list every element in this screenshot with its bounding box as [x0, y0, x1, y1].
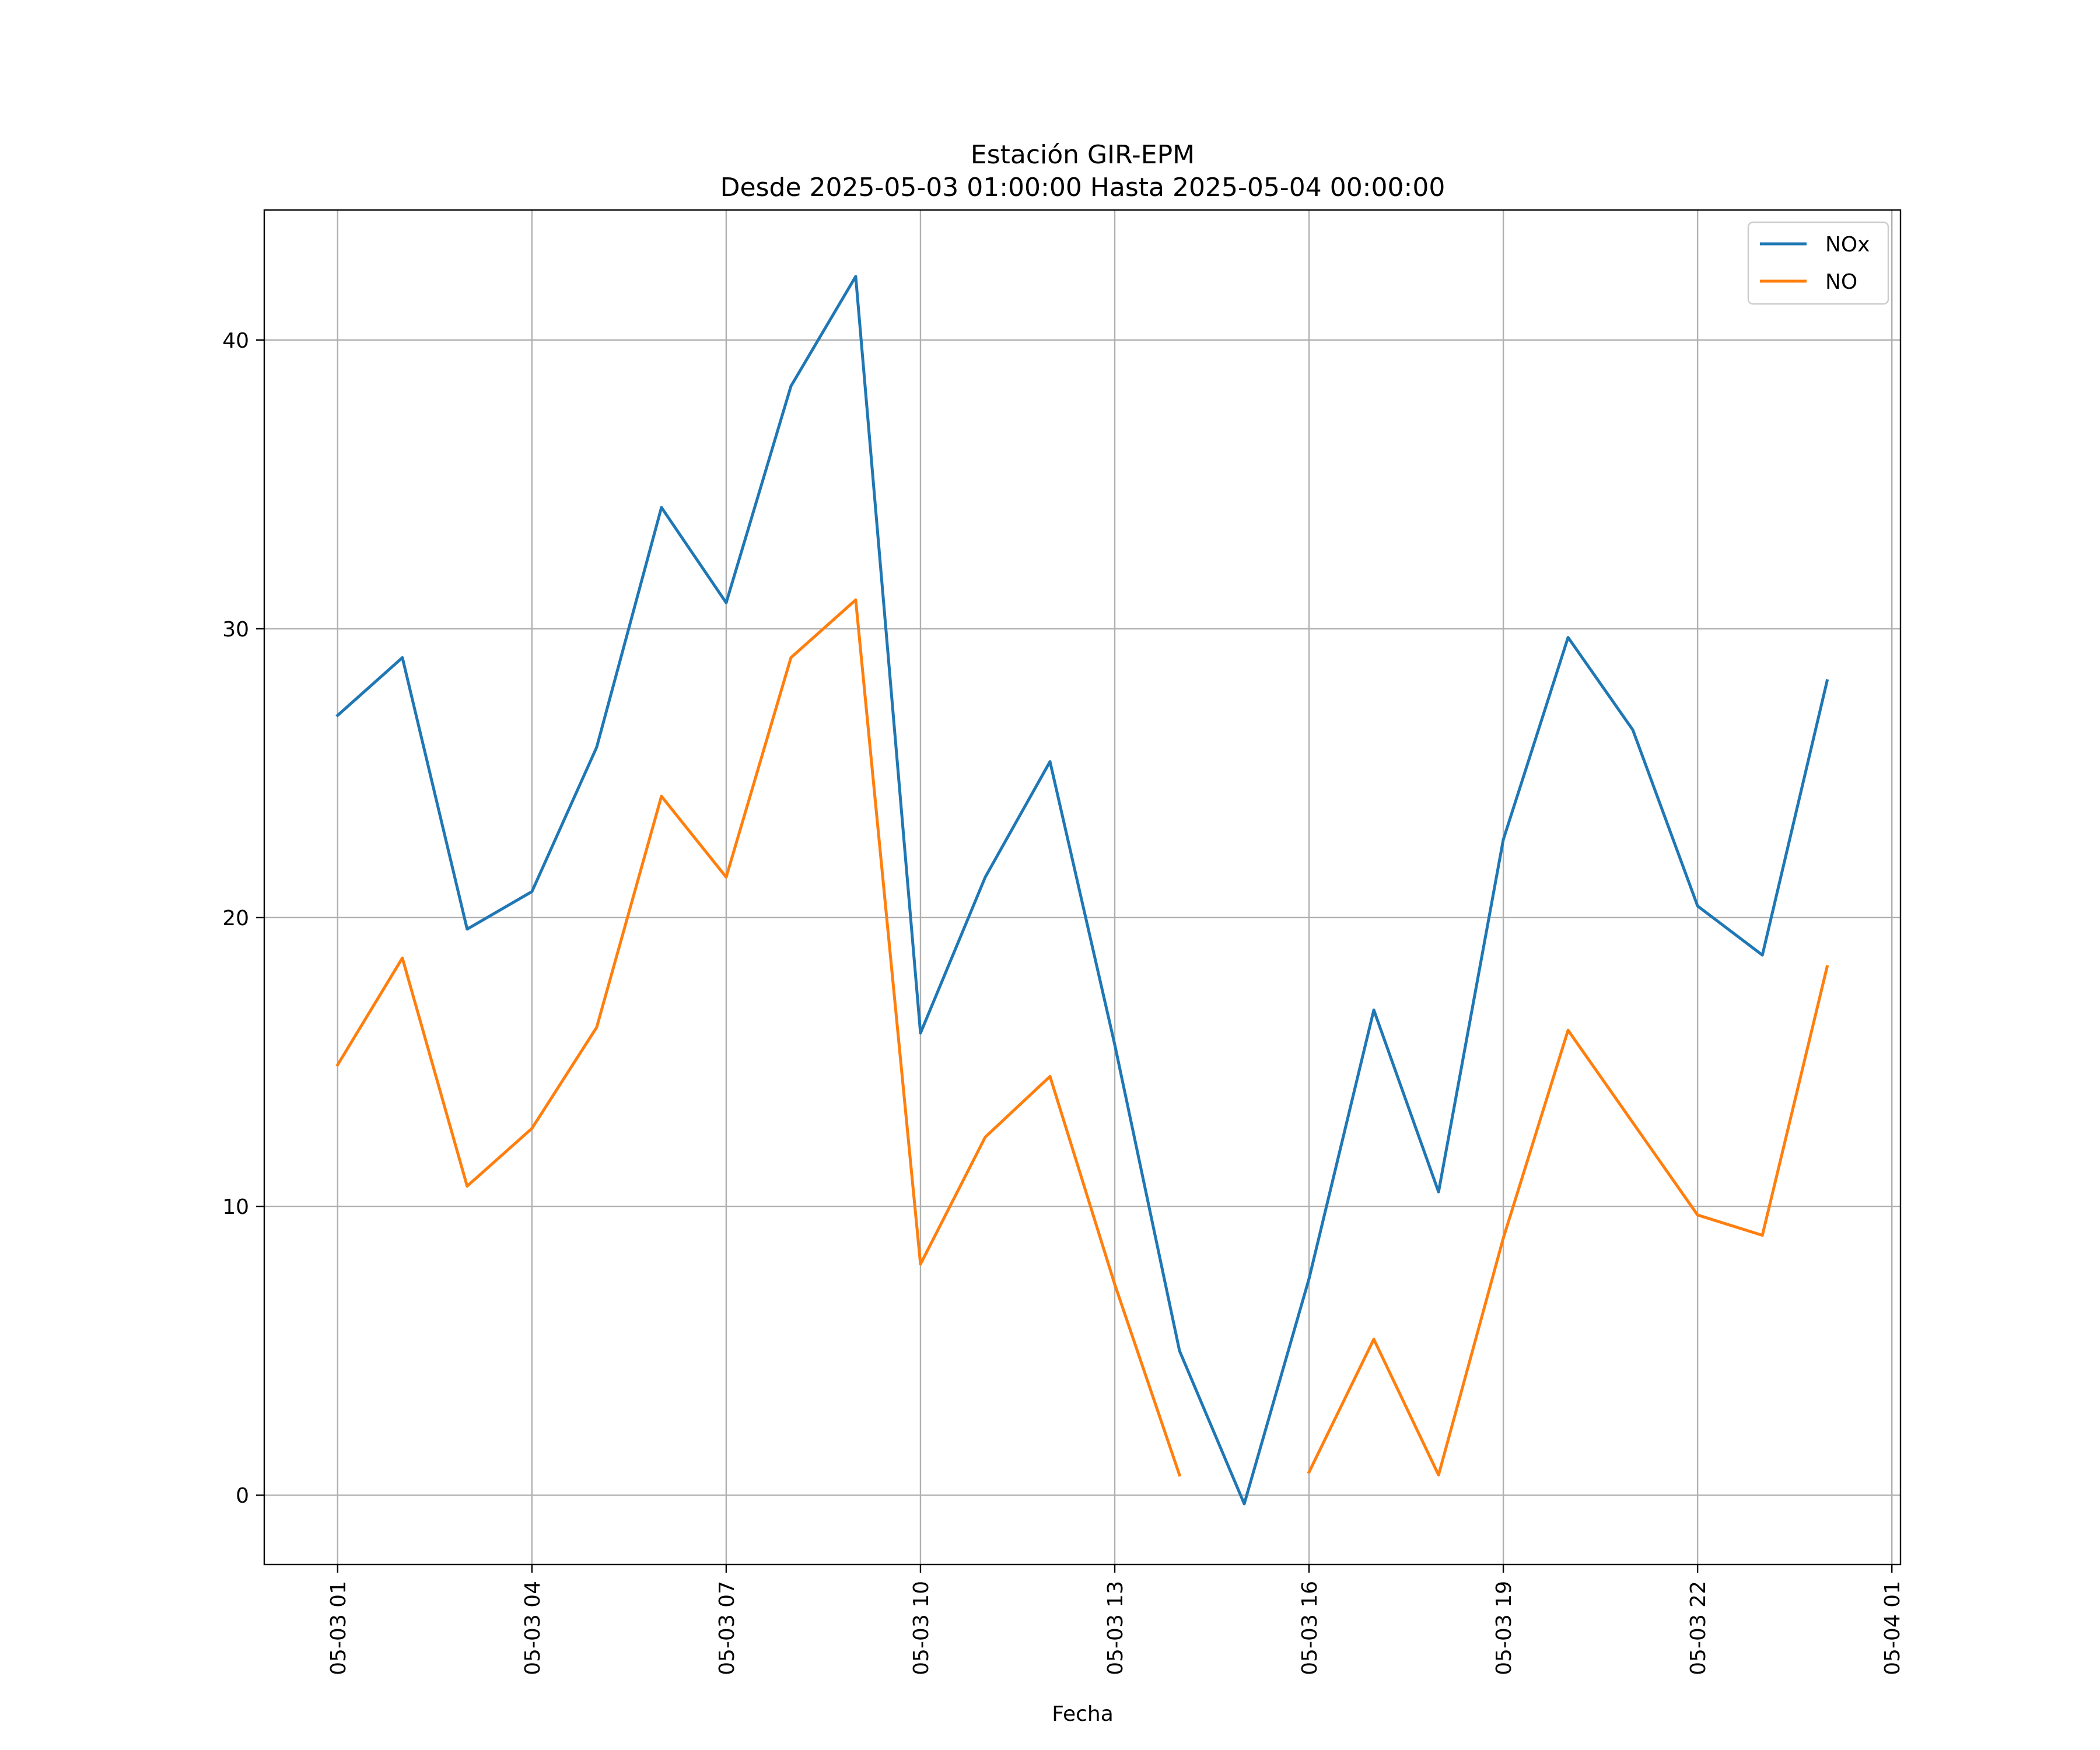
- plot-frame: [263, 209, 1902, 1566]
- series-line-no: [335, 598, 1829, 1477]
- x-axis-label: Fecha: [1052, 1702, 1114, 1726]
- chart-subtitle: Desde 2025-05-03 01:00:00 Hasta 2025-05-…: [720, 173, 1446, 202]
- series-line-nox: [335, 275, 1829, 1506]
- y-tick-label: 10: [222, 1195, 249, 1219]
- x-tick-label: 05-03 07: [715, 1581, 739, 1675]
- ticks: 05-03 01 05-03 04 05-03 07 05-03 10 05-03 13…: [222, 329, 1905, 1675]
- grid: [264, 210, 1901, 1564]
- x-tick-label: 05-03 16: [1298, 1581, 1322, 1675]
- x-tick-label: 05-03 22: [1686, 1581, 1710, 1675]
- chart-title: Estación GIR-EPM: [971, 140, 1195, 170]
- x-tick-label: 05-03 10: [909, 1581, 933, 1675]
- x-tick-label: 05-03 19: [1492, 1581, 1516, 1675]
- x-tick-label: 05-04 01: [1881, 1581, 1905, 1675]
- y-tick-label: 20: [222, 907, 249, 930]
- y-tick-label: 0: [236, 1484, 249, 1508]
- legend: NOx NO: [1747, 221, 1889, 305]
- x-tick-label: 05-03 01: [327, 1581, 351, 1675]
- legend-label-no: NO: [1825, 270, 1857, 294]
- series-layer: [335, 275, 1829, 1506]
- x-tick-label: 05-03 13: [1104, 1581, 1128, 1675]
- y-tick-label: 40: [222, 329, 249, 353]
- legend-label-nox: NOx: [1825, 233, 1870, 257]
- y-tick-label: 30: [222, 618, 249, 642]
- x-tick-label: 05-03 04: [521, 1581, 545, 1675]
